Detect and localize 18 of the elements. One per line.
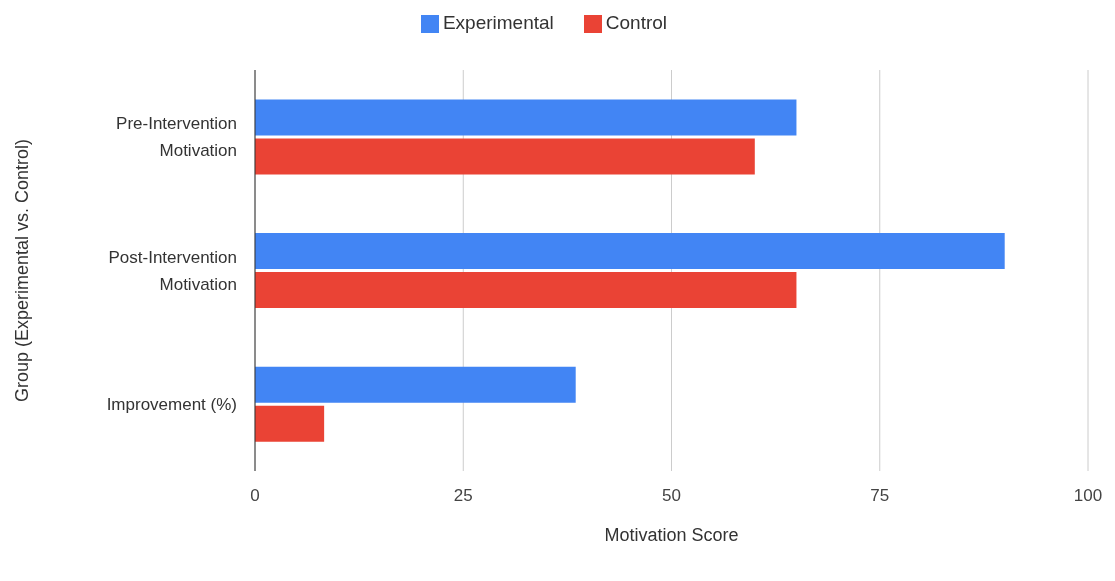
- bar: [255, 272, 797, 309]
- x-tick-label: 25: [453, 486, 473, 506]
- y-axis-title: Group (Experimental vs. Control): [12, 138, 33, 403]
- y-tick-label: Pre-Intervention Motivation: [116, 113, 237, 160]
- x-tick-label: 100: [1073, 486, 1103, 506]
- bar: [255, 233, 1005, 270]
- y-tick-label: Improvement (%): [106, 394, 237, 414]
- bar: [255, 138, 755, 175]
- bar: [255, 405, 325, 442]
- legend-label: Experimental: [442, 12, 554, 33]
- legend-label: Control: [605, 12, 668, 33]
- x-tick-label: 50: [662, 486, 681, 506]
- x-axis-title: Motivation Score: [604, 525, 739, 545]
- bar: [255, 366, 576, 403]
- y-tick-label: Post-Intervention Motivation: [108, 247, 237, 294]
- bar: [255, 99, 797, 136]
- x-tick-label: 0: [250, 486, 260, 506]
- x-tick-label: 75: [870, 486, 890, 506]
